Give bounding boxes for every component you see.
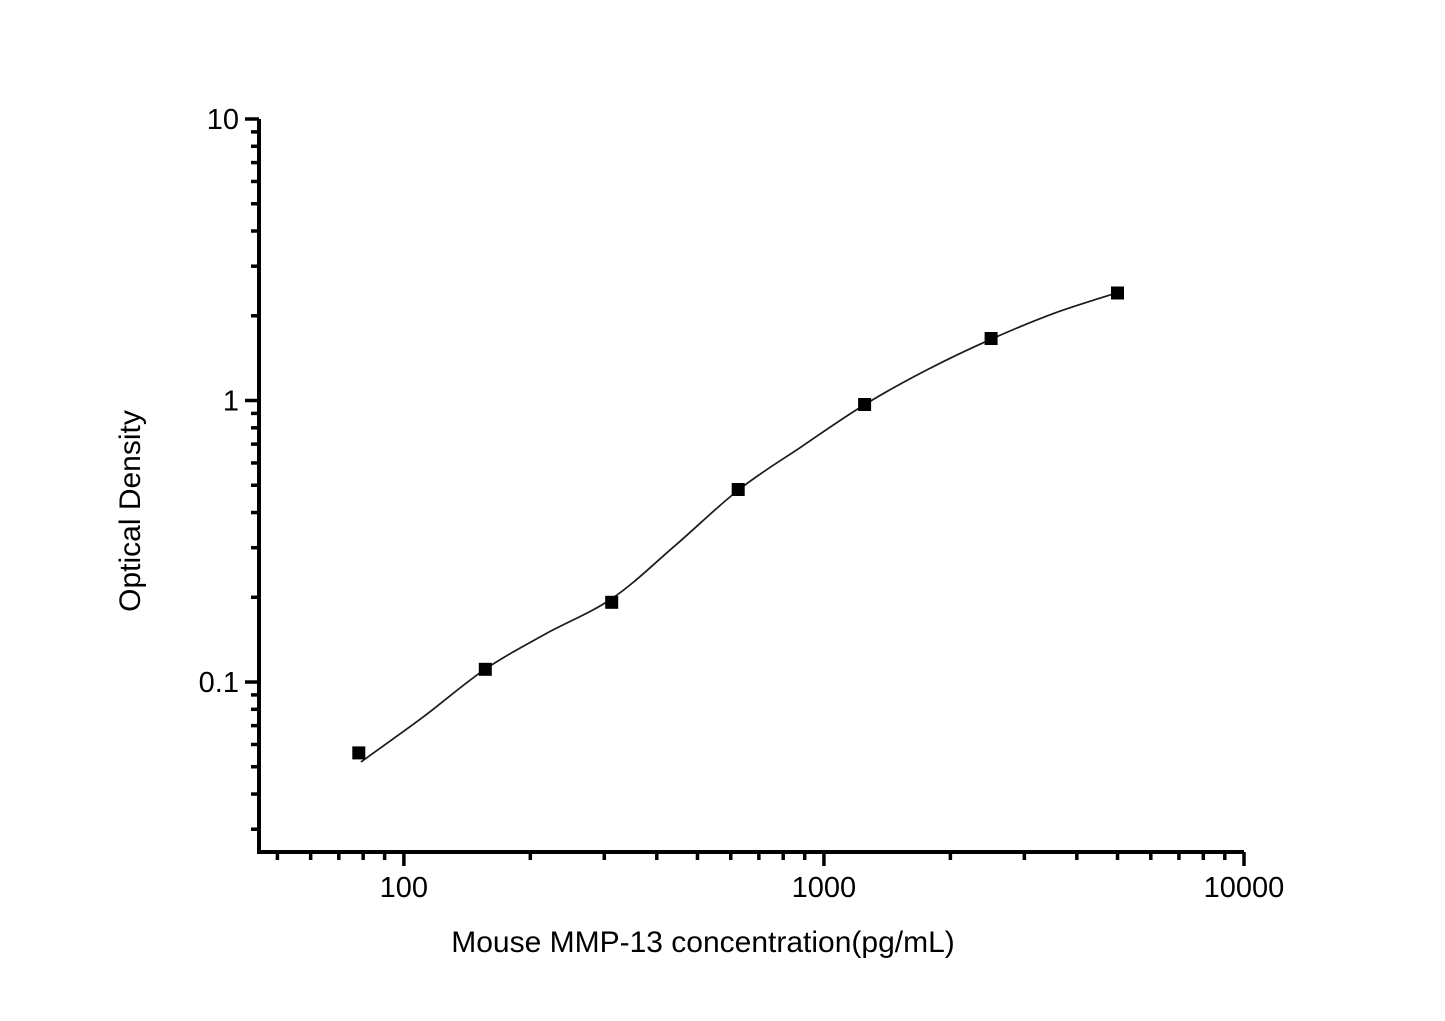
data-point-markers: [352, 286, 1124, 760]
data-point-marker: [478, 662, 492, 676]
x-tick-label: 10000: [1204, 872, 1285, 904]
y-tick-label: 0.1: [199, 667, 239, 699]
data-point-marker: [352, 746, 366, 760]
x-axis-title: Mouse MMP-13 concentration(pg/mL): [451, 926, 955, 959]
data-point-marker: [984, 332, 998, 345]
y-tick-label: 1: [223, 386, 239, 418]
axes-frame: [257, 119, 1244, 854]
y-axis-tick-labels: 0.1 1 10: [199, 104, 239, 699]
x-tick-label: 1000: [792, 872, 857, 904]
data-point-marker: [605, 595, 619, 609]
data-point-marker: [1111, 286, 1124, 300]
y-axis-ticks: [245, 117, 259, 831]
x-tick-label: 100: [380, 872, 428, 904]
data-point-marker: [858, 398, 872, 411]
y-tick-label: 10: [207, 104, 239, 136]
data-point-marker: [731, 483, 745, 496]
x-axis-tick-labels: 100 1000 10000: [380, 872, 1285, 904]
fit-curve-line: [360, 291, 1119, 763]
x-axis-ticks: [275, 852, 1246, 866]
y-axis-title: Optical Density: [114, 410, 147, 612]
